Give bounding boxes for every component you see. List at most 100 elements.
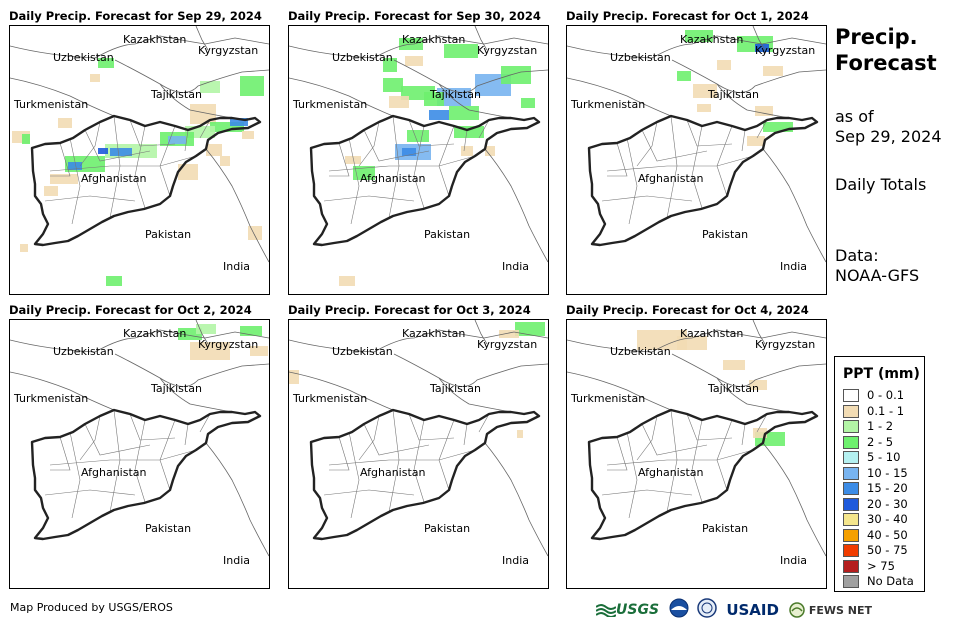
afghanistan-border (30, 114, 262, 247)
usgs-logo: USGS (595, 602, 659, 618)
precip-area (289, 370, 299, 384)
country-label-pakistan: Pakistan (145, 522, 191, 535)
legend-item: No Data (843, 575, 914, 588)
data-source-label: Data: (835, 246, 879, 265)
sidebar-title-line1: Precip. (835, 25, 918, 49)
province-border (607, 142, 628, 177)
country-border (393, 353, 548, 387)
legend-item: 50 - 75 (843, 544, 908, 557)
province-border (50, 142, 71, 177)
province-border (756, 413, 768, 433)
precip-area (677, 336, 707, 350)
daily-totals-label: Daily Totals (835, 175, 927, 194)
precip-area (407, 130, 429, 142)
precip-area (22, 134, 30, 144)
country-label-uzbekistan: Uzbekistan (332, 345, 393, 358)
country-border (474, 320, 488, 345)
province-border (348, 431, 360, 519)
country-border (474, 26, 488, 51)
map-svg: Kazakhstan Kyrgyzstan Uzbekistan Tajikistan… (289, 26, 548, 286)
map-svg: Kazakhstan Kyrgyzstan Uzbekistan Tajikistan… (567, 26, 826, 273)
country-label-tajikistan: Tajikistan (707, 88, 759, 101)
precip-area (697, 104, 711, 112)
precip-area (677, 71, 691, 81)
precip-area (449, 106, 479, 120)
country-border (114, 353, 269, 387)
precip-area (383, 78, 403, 92)
as-of-date: as of Sep 29, 2024 (835, 107, 942, 147)
province-border (478, 119, 490, 139)
precip-area (44, 186, 58, 196)
precip-area (717, 60, 731, 70)
country-border (393, 59, 548, 93)
precip-area (515, 322, 545, 336)
legend-item: 15 - 20 (843, 482, 908, 495)
country-label-kazakhstan: Kazakhstan (402, 33, 465, 46)
legend-item: 10 - 15 (843, 466, 908, 480)
province-border (607, 436, 628, 471)
country-border (205, 442, 269, 557)
province-border (79, 121, 101, 167)
province-border (134, 419, 146, 503)
country-border (752, 320, 766, 345)
panel-title-1: Daily Precip. Forecast for Sep 29, 2024 (9, 9, 262, 23)
precip-area (763, 122, 793, 132)
country-label-uzbekistan: Uzbekistan (53, 51, 114, 64)
province-border (636, 415, 658, 461)
legend-item: 5 - 10 (843, 451, 900, 464)
precip-area (98, 58, 114, 68)
country-border (671, 353, 826, 387)
precip-area (240, 326, 262, 336)
fewsnet-text: FEWS NET (808, 603, 873, 617)
country-label-tajikistan: Tajikistan (150, 382, 202, 395)
precip-area (749, 380, 767, 390)
map-panel-4: Kazakhstan Kyrgyzstan Uzbekistan Tajikistan… (9, 319, 270, 589)
province-border (741, 423, 746, 446)
noaa-icon (669, 598, 689, 622)
country-border (289, 77, 394, 117)
precip-area (206, 144, 222, 156)
precip-area (521, 98, 535, 108)
province-border (184, 423, 189, 446)
legend-title: PPT (mm) (843, 366, 920, 382)
afghanistan-border (309, 408, 541, 541)
country-border (671, 59, 826, 93)
province-border (79, 415, 101, 461)
precip-area (200, 81, 220, 93)
precip-area (389, 96, 409, 108)
precip-area (753, 428, 767, 438)
province-border (358, 415, 380, 461)
country-label-afghanistan: Afghanistan (360, 466, 426, 479)
legend-swatch (843, 482, 859, 495)
legend-label: > 75 (867, 558, 895, 573)
precip-area (220, 156, 230, 166)
country-label-turkmenistan: Turkmenistan (13, 392, 88, 405)
country-label-kazakhstan: Kazakhstan (680, 327, 743, 340)
legend-swatch (843, 389, 859, 402)
country-border (438, 83, 512, 119)
legend-label: 0 - 0.1 (867, 388, 905, 402)
precip-area (637, 330, 687, 350)
precip-area (405, 56, 423, 66)
precip-area (747, 136, 765, 146)
country-label-afghanistan: Afghanistan (81, 466, 147, 479)
afghanistan-border (309, 114, 541, 247)
precip-area (68, 162, 82, 170)
province-border (408, 119, 455, 147)
legend-item: 1 - 2 (843, 420, 893, 433)
precip-area (20, 244, 28, 252)
country-label-india: India (223, 260, 250, 273)
precip-area (429, 110, 449, 120)
province-border (408, 413, 455, 441)
precip-area (196, 324, 216, 334)
legend-swatch (843, 559, 859, 573)
as-of-label: as of (835, 107, 874, 126)
legend-item: 2 - 5 (843, 435, 893, 449)
province-border (626, 137, 638, 225)
precip-area (50, 174, 78, 184)
legend-swatch (843, 575, 859, 588)
panel-title-3: Daily Precip. Forecast for Oct 1, 2024 (566, 9, 809, 23)
precip-area (763, 66, 783, 76)
country-border (289, 371, 394, 411)
